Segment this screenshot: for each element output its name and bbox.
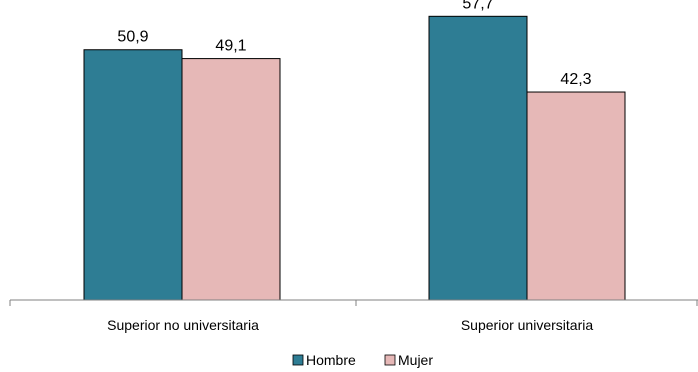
x-axis: Superior no universitaria Superior unive…	[9, 299, 698, 333]
data-label-mujer: 49,1	[215, 38, 246, 55]
data-label-mujer: 42,3	[560, 71, 591, 88]
bar-hombre	[428, 15, 528, 301]
data-label-hombre: 50,9	[117, 29, 148, 46]
legend-swatch-hombre	[292, 354, 304, 366]
bar-hombre	[83, 49, 183, 301]
bar-mujer	[526, 91, 626, 301]
bar-mujer	[181, 58, 281, 301]
x-tick-label: Superior universitaria	[461, 317, 593, 333]
data-label-hombre: 57,7	[462, 0, 493, 12]
legend: Hombre Mujer	[292, 352, 433, 368]
bars	[83, 15, 626, 301]
legend-swatch-mujer	[384, 354, 396, 366]
legend-label-mujer: Mujer	[398, 352, 433, 368]
legend-label-hombre: Hombre	[306, 352, 356, 368]
x-tick-label: Superior no universitaria	[107, 317, 259, 333]
data-labels: 50,9 49,1 57,7 42,3	[117, 0, 591, 88]
